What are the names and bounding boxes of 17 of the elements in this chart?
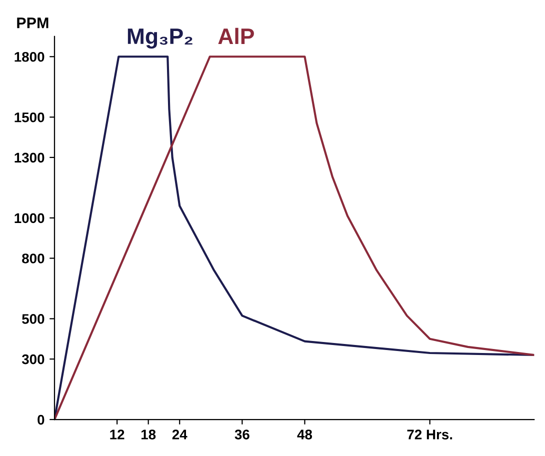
y-tick-label: 1300	[14, 152, 44, 163]
y-tick-label: 500	[22, 314, 44, 324]
y-tick-label: 1000	[14, 213, 44, 224]
x-tick-label: 12	[110, 430, 124, 440]
series-label: AlP	[218, 28, 254, 44]
y-tick-label: 1500	[14, 112, 44, 122]
x-tick-label: 18	[141, 430, 156, 440]
y-tick-label: 1800	[14, 52, 44, 62]
x-tick-label: 72 Hrs.	[407, 430, 452, 440]
x-tick-label: 36	[234, 430, 250, 440]
y-tick-label: 0	[38, 414, 44, 425]
y-axis-title: PPM	[17, 18, 48, 28]
series-label: Mg₃P₂	[128, 28, 192, 49]
x-tick-label: 48	[297, 430, 312, 440]
y-tick-label: 800	[22, 254, 44, 264]
y-tick-label: 300	[22, 354, 44, 364]
x-tick-label: 24	[172, 430, 188, 440]
